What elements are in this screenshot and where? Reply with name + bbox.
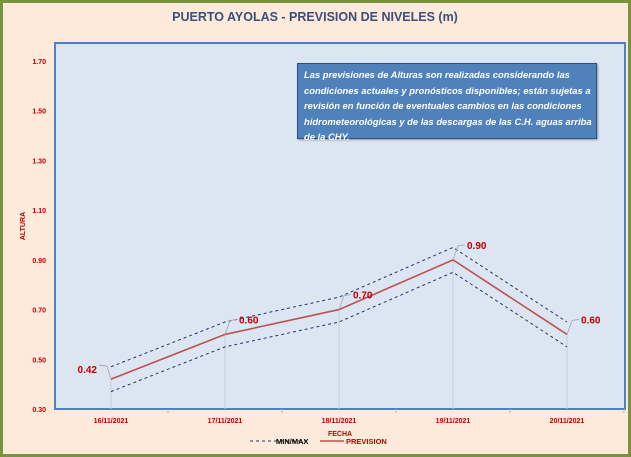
legend: MIN/MAX PREVISION: [250, 437, 387, 446]
legend-prevision-label: PREVISION: [346, 437, 387, 446]
data-label: 0.60: [239, 315, 259, 326]
x-tick-label: 20/11/2021: [550, 418, 585, 425]
label-leader-line: [338, 294, 352, 310]
x-tick-label: 18/11/2021: [322, 418, 357, 425]
data-label: 0.42: [78, 365, 98, 376]
y-axis-label: ALTURA: [20, 212, 27, 240]
label-leader-line: [566, 319, 580, 335]
series-line-min: [110, 271, 568, 393]
y-tick-label: 0.30: [32, 407, 46, 414]
series-line-max: [110, 246, 568, 368]
y-tick-label: 0.50: [32, 357, 46, 364]
x-tick-label: 17/11/2021: [208, 418, 243, 425]
y-tick-label: 0.90: [32, 258, 46, 265]
y-tick-label: 1.50: [32, 109, 46, 116]
y-tick-label: 1.30: [32, 158, 46, 165]
chart-title: PUERTO AYOLAS - PREVISION DE NIVELES (m): [172, 10, 458, 24]
x-tick-label: 16/11/2021: [94, 418, 129, 425]
y-tick-label: 1.10: [32, 208, 46, 215]
data-label: 0.70: [353, 291, 373, 302]
x-tick-label: 19/11/2021: [436, 418, 471, 425]
y-tick-label: 1.70: [32, 59, 46, 66]
y-tick-label: 0.70: [32, 308, 46, 315]
x-axis-label: FECHA: [328, 431, 352, 438]
legend-minmax-label: MIN/MAX: [276, 437, 309, 446]
data-label: 0.60: [581, 315, 601, 326]
disclaimer-note: Las previsiones de Alturas son realizada…: [297, 63, 597, 142]
label-leader-line: [98, 364, 112, 380]
data-label: 0.90: [467, 241, 487, 252]
label-leader-line: [224, 319, 238, 335]
label-leader-line: [452, 244, 466, 260]
